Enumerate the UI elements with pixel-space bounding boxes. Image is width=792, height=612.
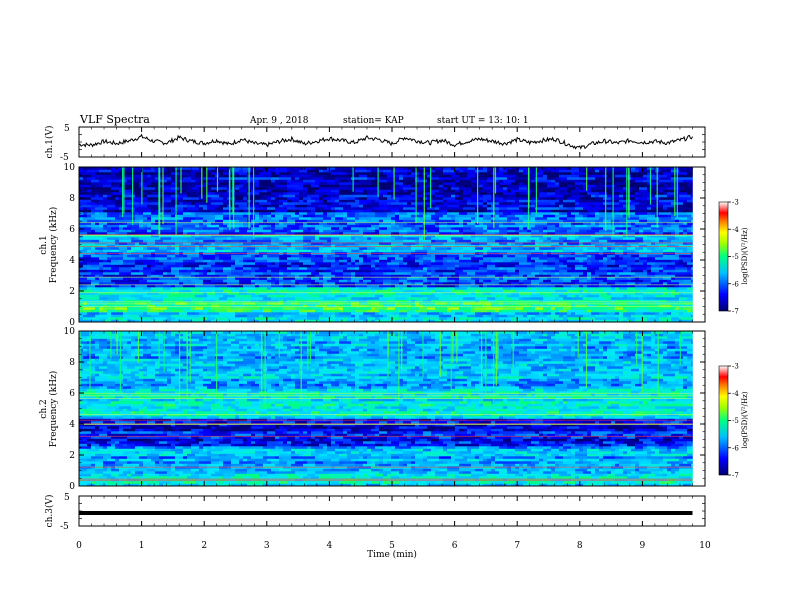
cb2-ticks-label: -6: [732, 444, 739, 452]
spec2-ticks-label: 4: [69, 420, 75, 430]
ch3-ylabel: ch.3(V): [44, 495, 55, 528]
ch1-spectrogram-panel: 0 2 4 6 8 10 ch.1 Frequency (kHz) -3 -4 -5 -6 -7 …: [39, 163, 749, 328]
ch3-ytick-top: 5: [64, 493, 70, 503]
cb2-ticks-label: -7: [732, 472, 739, 480]
ch2-spectrogram-image: [79, 331, 705, 487]
figure-title: VLF Spectra: [79, 113, 150, 126]
ch2-spec-ylabel-freq: Frequency (kHz): [48, 371, 59, 448]
spec1-ticks-label: 2: [69, 287, 75, 297]
cb1-ticks-label: -4: [732, 226, 739, 234]
cb1-ticks-label: -6: [732, 280, 739, 288]
x-tick-label: 6: [452, 541, 458, 551]
x-tick-label: 10: [699, 541, 711, 551]
cb2-ticks-label: -4: [732, 390, 739, 398]
cb2-ticks-label: -5: [732, 417, 739, 425]
ch2-colorbar-label: log(PSD)(V²/Hz): [741, 391, 749, 448]
ch1-spec-ylabel: ch.1: [39, 235, 49, 254]
ch3-ytick-bottom: -5: [60, 522, 69, 532]
x-tick-label: 2: [201, 541, 207, 551]
ch2-colorbar: -3 -4 -5 -6 -7 log(PSD)(V²/Hz): [718, 363, 749, 480]
ch1-waveform-line: [78, 133, 693, 150]
date-label: Apr. 9 , 2018: [249, 116, 309, 126]
ch1-ylabel: ch.1(V): [44, 126, 55, 159]
spec2-ticks-label: 0: [69, 482, 75, 492]
spec1-ticks-label: 6: [69, 225, 75, 235]
x-tick-label: 8: [577, 541, 583, 551]
ch2-spectrogram-panel: 0 2 4 6 8 10 ch.2 Frequency (kHz) -3 -4 -5 -6 -7 …: [39, 327, 749, 492]
spec1-ticks-label: 10: [64, 163, 76, 173]
ch1-colorbar: -3 -4 -5 -6 -7 log(PSD)(V²/Hz): [718, 199, 749, 316]
spec2-ticks-label: 8: [69, 358, 75, 368]
x-tick-label: 0: [76, 541, 82, 551]
station-label: station= KAP: [343, 116, 404, 126]
cb1-ticks-label: -3: [732, 199, 739, 207]
x-tick-label: 9: [640, 541, 646, 551]
cb1-ticks-label: -5: [732, 253, 739, 261]
x-tick-label: 5: [389, 541, 395, 551]
spec1-ticks-label: 8: [69, 194, 75, 204]
ch1-colorbar-scale: [718, 201, 729, 312]
x-tick-label: 3: [264, 541, 270, 551]
ch1-spec-ylabel-freq: Frequency (kHz): [48, 207, 59, 284]
x-axis: 0 1 2 3 4 5 6 7 8 9 10: [76, 127, 711, 551]
ch1-colorbar-label: log(PSD)(V²/Hz): [741, 227, 749, 284]
x-tick-label: 7: [514, 541, 520, 551]
spec2-ticks-label: 6: [69, 389, 75, 399]
ch2-colorbar-scale: [718, 365, 729, 476]
cb2-ticks-label: -3: [732, 363, 739, 371]
ch1-spectrogram-image: [79, 167, 705, 323]
ch1-ytick-top: 5: [64, 124, 70, 134]
cb1-ticks-label: -7: [732, 308, 739, 316]
spec2-ticks-label: 2: [69, 451, 75, 461]
spec2-ticks-label: 10: [64, 327, 76, 337]
spec1-ticks-label: 0: [69, 318, 75, 328]
x-axis-label: Time (min): [367, 549, 417, 560]
ch2-spec-ylabel: ch.2: [39, 399, 49, 418]
ch1-waveform-panel: 5 -5 ch.1(V): [44, 124, 706, 163]
spec1-ticks-label: 4: [69, 256, 75, 266]
start-time-label: start UT = 13: 10: 1: [437, 116, 529, 126]
x-tick-label: 1: [139, 541, 145, 551]
ch3-waveform-panel: 5 -5 ch.3(V): [44, 493, 706, 532]
x-tick-label: 4: [327, 541, 333, 551]
ch1-ytick-bottom: -5: [60, 153, 69, 163]
